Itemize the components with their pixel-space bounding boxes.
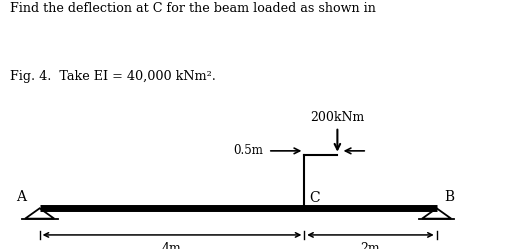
Text: 200kNm: 200kNm [310, 111, 364, 124]
Text: A: A [17, 190, 26, 204]
Text: B: B [445, 190, 455, 204]
Text: 2m: 2m [361, 242, 380, 249]
Text: C: C [310, 190, 320, 205]
Text: Find the deflection at C for the beam loaded as shown in: Find the deflection at C for the beam lo… [10, 2, 376, 15]
Text: 0.5m: 0.5m [233, 144, 263, 157]
Text: Fig. 4.  Take EI = 40,000 kNm².: Fig. 4. Take EI = 40,000 kNm². [10, 70, 216, 83]
Text: 4m: 4m [162, 242, 182, 249]
